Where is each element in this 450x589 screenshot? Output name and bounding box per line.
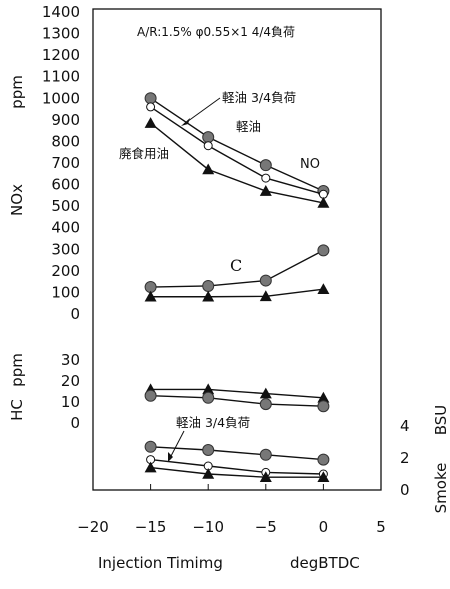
x-tick-label: −5 [255, 518, 277, 536]
smoke-y-tick-label: 0 [400, 481, 410, 499]
annotation-no: NO [300, 157, 320, 172]
hc-triangle-point [317, 391, 330, 403]
nox-y-tick-label: 1400 [42, 3, 80, 21]
smoke-triangle-point [144, 461, 157, 473]
annotation-arrow-light-oil-3-4-load [183, 97, 221, 125]
smoke-triangle-point [317, 471, 330, 482]
smoke-unit-label: BSU [432, 405, 450, 436]
nox-series-3-line [150, 122, 324, 204]
hc-y-tick-label: 0 [70, 414, 80, 432]
annotation-smoke-light-oil-3-4-load: 軽油 3/4負荷 [176, 415, 250, 430]
smoke-filled-circle-point [144, 440, 157, 453]
smoke-axis-label: Smoke [432, 463, 450, 514]
x-tick-label: 5 [376, 518, 386, 536]
x-tick-label: −15 [135, 518, 167, 536]
hc-unit-label: ppm [8, 353, 26, 387]
hc-axis-label: HC [8, 399, 26, 421]
nox-unit-label: ppm [8, 75, 26, 109]
nox-y-tick-label: 0 [70, 305, 80, 323]
nox-series-2-line [150, 106, 324, 195]
smoke-triangle-point [259, 471, 272, 482]
annotation-waste-cooking-oil: 廃食用油 [119, 146, 169, 161]
x-axis-ticks: −20 −15 −10 −5 0 5 [77, 484, 386, 536]
nox-filled-circle-point [259, 159, 272, 172]
annotation-c: C [230, 256, 242, 275]
nox-y-tick-label: 700 [51, 154, 80, 172]
nox-y-tick-label: 800 [51, 132, 80, 150]
c-filled-circle-point [259, 274, 272, 287]
nox-open-circle-point [146, 102, 156, 112]
x-tick-label: 0 [319, 518, 329, 536]
smoke-triangle-point [202, 468, 215, 479]
series-layer [144, 92, 330, 482]
x-axis-label: Injection Timimg [98, 554, 223, 572]
nox-axis-label: NOx [8, 184, 26, 216]
hc-triangle-point [202, 383, 215, 395]
nox-triangle-point [202, 163, 215, 175]
hc-series-1-line [150, 388, 324, 399]
hc-y-tick-label: 20 [61, 372, 80, 390]
c-series-2-line [150, 288, 324, 298]
c-filled-circle-point [202, 279, 215, 292]
nox-y-tick-label: 600 [51, 176, 80, 194]
smoke-filled-circle-point [202, 444, 215, 456]
arrowhead-icon [168, 452, 173, 462]
plot-frame [92, 8, 382, 491]
y-axis-ticks: 0100200300400500600700800900100011001200… [42, 3, 410, 499]
nox-y-tick-label: 400 [51, 219, 80, 237]
nox-y-tick-label: 500 [51, 197, 80, 215]
nox-y-tick-label: 100 [51, 283, 80, 301]
smoke-series-2-line [150, 458, 324, 475]
c-triangle-point [317, 283, 330, 294]
hc-y-tick-label: 30 [61, 351, 80, 369]
hc-filled-circle-point [317, 400, 330, 413]
nox-y-tick-label: 1200 [42, 46, 80, 64]
smoke-filled-circle-point [259, 448, 272, 461]
annotation-light-oil: 軽油 [236, 119, 261, 134]
hc-filled-circle-point [202, 391, 215, 404]
hc-filled-circle-point [144, 389, 157, 402]
hc-series-2-line [150, 395, 324, 407]
smoke-y-tick-label: 4 [400, 417, 410, 435]
x-axis-unit: degBTDC [290, 554, 360, 572]
nox-open-circle-point [203, 141, 213, 151]
c-triangle-point [144, 290, 157, 302]
nox-y-tick-label: 900 [51, 111, 80, 129]
c-triangle-point [259, 290, 272, 302]
nox-filled-circle-point [202, 131, 215, 144]
c-series-1-line [150, 249, 324, 288]
x-tick-label: −20 [77, 518, 109, 536]
condition-label: A/R:1.5% φ0.55×1 4/4負荷 [137, 25, 295, 39]
nox-y-tick-label: 200 [51, 262, 80, 280]
nox-filled-circle-point [144, 92, 157, 105]
nox-triangle-point [144, 117, 157, 128]
nox-series-1-line [150, 97, 324, 192]
c-filled-circle-point [317, 244, 330, 257]
nox-y-tick-label: 1300 [42, 25, 80, 43]
annotation-light-oil-3-4-load: 軽油 3/4負荷 [222, 90, 296, 105]
nox-y-tick-label: 1100 [42, 68, 80, 86]
smoke-series-3-line [150, 466, 324, 478]
hc-triangle-point [259, 387, 272, 399]
nox-triangle-point [259, 185, 272, 196]
nox-y-tick-label: 1000 [42, 89, 80, 107]
nox-y-tick-label: 300 [51, 240, 80, 258]
hc-y-tick-label: 10 [61, 393, 80, 411]
smoke-filled-circle-point [317, 453, 330, 466]
nox-open-circle-point [261, 173, 271, 183]
hc-filled-circle-point [259, 398, 272, 411]
annotation-arrow-smoke [169, 430, 185, 459]
nox-triangle-point [317, 196, 330, 208]
arrowhead-icon [181, 118, 190, 126]
x-tick-label: −10 [192, 518, 224, 536]
smoke-series-1-line [150, 446, 324, 461]
c-triangle-point [202, 290, 215, 302]
smoke-y-tick-label: 2 [400, 449, 410, 467]
